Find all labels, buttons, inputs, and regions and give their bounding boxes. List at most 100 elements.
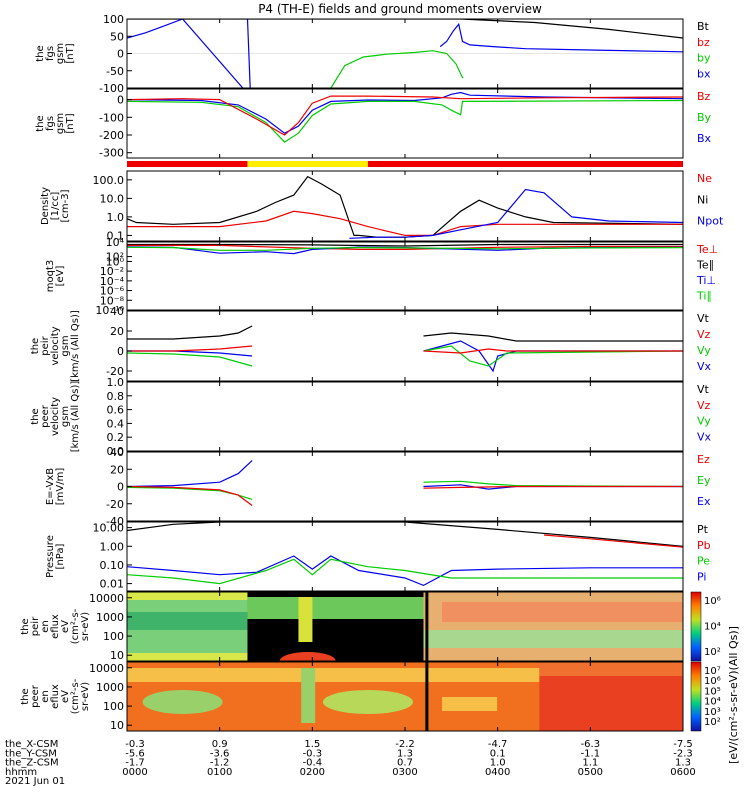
peer_velocity-frame bbox=[126, 381, 684, 452]
peer_eflux-ytick-label: 1000 bbox=[96, 681, 124, 694]
efield-legend-1: Ey bbox=[697, 474, 711, 487]
peir_velocity-frame bbox=[126, 310, 684, 382]
fgs-ytick-label: -100 bbox=[99, 82, 124, 95]
peer_eflux-ytick-label: 100 bbox=[103, 700, 124, 713]
xaxis-tick-label: 0.1 bbox=[490, 748, 506, 759]
peir_eflux-colorbar-tick: 10² bbox=[704, 647, 721, 658]
efield-ytick-label: -20 bbox=[106, 498, 124, 511]
fgs_gse-ylabel: [nT] bbox=[65, 113, 76, 133]
temperature-legend-0: Te⊥ bbox=[696, 243, 718, 256]
efield-ylabel: E=-VxB bbox=[45, 468, 56, 505]
peir_velocity-series-Vz-3 bbox=[127, 345, 253, 352]
panel-fgs: 100 50 0 -50 -100 the fgs gsm [nT] Bt bz by bx bbox=[35, 13, 711, 95]
efield-series-Ex-0 bbox=[127, 460, 253, 488]
xaxis-tick-label: 0500 bbox=[578, 767, 603, 778]
peer_velocity-ytick-label: 0.2 bbox=[107, 431, 125, 444]
peer_eflux-colorbar-tick: 10² bbox=[704, 717, 721, 728]
pressure-legend-3: Pi bbox=[697, 570, 706, 583]
peir_velocity-ylabel: velocity bbox=[50, 326, 61, 365]
peir_velocity-ytick-label: 0 bbox=[117, 345, 124, 358]
peer_velocity-ylabel: [km/s (All Qs)] bbox=[70, 381, 81, 453]
peir_eflux-ytick-label: 100 bbox=[103, 630, 124, 643]
density-ytick-label: 0.1 bbox=[107, 229, 125, 242]
xaxis-tick-label: -1.1 bbox=[581, 748, 601, 759]
peer_velocity-ylabel: velocity bbox=[50, 397, 61, 436]
xaxis-tick-label: -0.3 bbox=[125, 739, 145, 750]
temperature-ytick-label: 10⁻⁴ bbox=[100, 275, 125, 288]
peer_eflux-ylabel: sr-eV) bbox=[80, 682, 91, 711]
density-ylabel: [cm-3] bbox=[60, 189, 71, 222]
peir_velocity-ylabel: gsm bbox=[60, 335, 71, 356]
peer_eflux-ylabel: eV bbox=[60, 690, 71, 703]
peir_velocity-series-Vy-6 bbox=[423, 345, 683, 367]
efield-ytick-label: 0 bbox=[117, 481, 124, 494]
temperature-legend-1: Te∥ bbox=[696, 259, 714, 272]
fgs_gse-legend-0: Bz bbox=[697, 90, 711, 103]
fgs_gse-series-Bz-2 bbox=[127, 95, 683, 136]
peer_velocity-ylabel: peer bbox=[40, 404, 51, 428]
xaxis-tick-label: -3.6 bbox=[210, 748, 230, 759]
fgs-ytick-label: 100 bbox=[103, 13, 124, 26]
temperature-ytick-label: 10⁰ bbox=[106, 255, 125, 268]
density-legend-2: Npot bbox=[697, 215, 724, 228]
fgs_gse-ytick-label: -100 bbox=[99, 111, 124, 124]
pressure-frame bbox=[126, 521, 684, 592]
peir_eflux-ytick-label: 10000 bbox=[89, 592, 124, 605]
pressure-ytick-label: 1.00 bbox=[100, 540, 125, 553]
fgs_gse-ylabel: gsm bbox=[55, 113, 66, 134]
xaxis-tick-label: 0600 bbox=[670, 767, 695, 778]
peir_eflux-ytick-label: 1000 bbox=[96, 611, 124, 624]
peir_velocity-series-Vy-2 bbox=[127, 352, 253, 367]
pressure-ytick-label: 0.10 bbox=[100, 559, 125, 572]
peer_eflux-ylabel: (cm²-s- bbox=[70, 678, 81, 714]
density-series-Npot-2 bbox=[349, 188, 683, 239]
peir_eflux-ylabel: eflux bbox=[50, 614, 61, 639]
pressure-legend-1: Pb bbox=[697, 539, 711, 552]
peer_velocity-ylabel: gsm bbox=[60, 406, 71, 427]
peer_velocity-ylabel: the bbox=[30, 408, 41, 424]
density-frame bbox=[126, 170, 684, 242]
peir_velocity-ytick-label: 40 bbox=[110, 305, 124, 318]
temperature-ytick-label: 10² bbox=[106, 251, 124, 264]
temperature-series-Te-1 bbox=[127, 244, 683, 250]
xaxis-tick-label: -1.7 bbox=[125, 758, 145, 769]
temperature-legend-2: Ti⊥ bbox=[696, 274, 716, 287]
peer_velocity-legend-1: Vz bbox=[697, 399, 711, 412]
figure-title: P4 (TH-E) fields and ground moments over… bbox=[258, 2, 542, 16]
xaxis-tick-label: -7.5 bbox=[673, 739, 693, 750]
temperature-ytick-label: 10⁻² bbox=[100, 265, 124, 278]
pressure-series-Pb-1 bbox=[543, 534, 683, 548]
peer_velocity-ytick-label: 0.6 bbox=[107, 404, 125, 417]
temperature-ytick-label: 10⁻¹⁰ bbox=[95, 304, 124, 317]
fgs-series-Bt-0 bbox=[127, 19, 683, 39]
peer_eflux-ylabel: eflux bbox=[50, 684, 61, 709]
pressure-ytick-label: 10.00 bbox=[93, 522, 125, 535]
colorbar-label: [eV/(cm²-s-sr-eV)(All Qs)] bbox=[727, 626, 740, 764]
density-legend-0: Ne bbox=[697, 172, 712, 185]
density-legend-1: Ni bbox=[697, 193, 708, 206]
xaxis-tick-label: -4.7 bbox=[488, 739, 508, 750]
mode-bar bbox=[127, 161, 683, 167]
xaxis-tick-label: 1.5 bbox=[304, 739, 320, 750]
fgs-series-by-2 bbox=[330, 50, 464, 88]
fgs_gse-ytick-label: -200 bbox=[99, 129, 124, 142]
peer_eflux-colorbar-tick: 10⁵ bbox=[704, 686, 721, 697]
xaxis-tick-label: 0.7 bbox=[397, 758, 413, 769]
density-ytick-label: 10.0 bbox=[100, 192, 125, 205]
temperature-ylabel: [eV] bbox=[55, 266, 66, 287]
fgs-ytick-label: 50 bbox=[110, 30, 124, 43]
peir_velocity-series-Vz-7 bbox=[423, 348, 683, 354]
peer_eflux-colorbar-tick: 10⁴ bbox=[704, 697, 721, 708]
peir_eflux-ylabel: eV bbox=[60, 620, 71, 633]
peir_velocity-legend-1: Vz bbox=[697, 328, 711, 341]
peer_eflux-colorbar-tick: 10³ bbox=[704, 707, 721, 718]
temperature-ytick-label: 10⁻⁶ bbox=[100, 285, 125, 298]
xaxis-tick-label: 0200 bbox=[300, 767, 325, 778]
efield-legend-0: Ez bbox=[697, 453, 710, 466]
fgs-ylabel: gsm bbox=[55, 43, 66, 64]
peir_eflux-ylabel: sr-eV) bbox=[80, 612, 91, 641]
efield-series-Ey-4 bbox=[423, 480, 683, 488]
fgs_gse-ytick-label: -300 bbox=[99, 147, 124, 160]
fgs-ylabel: [nT] bbox=[65, 43, 76, 63]
